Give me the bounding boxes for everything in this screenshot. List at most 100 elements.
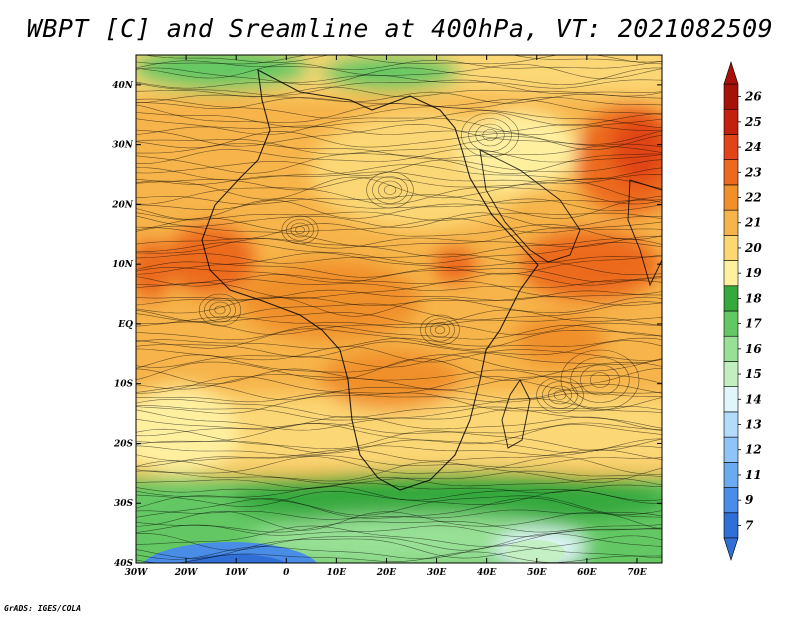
colorbar-swatch	[723, 209, 739, 236]
streamline	[136, 60, 662, 70]
streamline	[136, 171, 662, 185]
streamline	[136, 422, 662, 437]
streamline	[136, 392, 662, 403]
streamline	[136, 74, 662, 89]
streamline	[136, 67, 662, 86]
colorbar: 7 9 11 12 13 14 15 16 17 18 19 20 21 22 23 24 25 26	[723, 61, 762, 561]
colorbar-swatch	[723, 512, 739, 539]
lon-label: 20E	[376, 568, 397, 578]
streamline	[136, 509, 662, 520]
streamline	[136, 124, 662, 135]
streamline	[136, 296, 662, 307]
colorbar-label: 9	[745, 493, 754, 507]
streamline	[136, 445, 662, 456]
streamline	[136, 423, 662, 445]
colorbar-swatch	[723, 134, 739, 160]
lat-label: 40N	[112, 81, 134, 91]
madagascar-outline	[501, 379, 531, 449]
map-frame	[135, 54, 663, 564]
streamline	[136, 117, 662, 135]
streamline	[136, 55, 662, 65]
eddy-streamline	[377, 180, 402, 200]
colorbar-swatch	[723, 184, 739, 211]
streamline	[136, 212, 662, 229]
lat-label: 30S	[114, 499, 134, 509]
colorbar-swatch	[723, 436, 739, 463]
colorbar-label: 20	[744, 241, 762, 255]
streamline	[136, 131, 662, 151]
streamline	[136, 238, 662, 258]
streamline	[136, 354, 662, 373]
colorbar-label: 18	[745, 291, 762, 305]
eddy-streamline	[580, 364, 620, 396]
eddy-streamline	[560, 349, 640, 411]
longitude-axis: 30W 20W 10W 0 10E 20E 30E 40E 50E 60E 70E	[125, 55, 647, 578]
eddy-streamline	[553, 390, 567, 400]
streamline	[136, 278, 662, 291]
lon-label: 20W	[174, 568, 199, 578]
colorbar-swatch	[723, 386, 739, 413]
colorbar-swatch	[723, 310, 739, 337]
streamline	[136, 176, 662, 201]
lat-label: 20N	[111, 200, 134, 210]
streamline	[136, 374, 662, 391]
streamline	[136, 497, 662, 519]
lon-label: 0	[283, 568, 290, 578]
streamline	[136, 482, 662, 494]
colorbar-swatch	[723, 159, 739, 186]
streamline	[136, 352, 662, 368]
streamline	[136, 535, 662, 559]
lat-label: 10N	[112, 260, 134, 270]
streamline	[136, 438, 662, 454]
streamline	[136, 367, 662, 385]
colorbar-swatch	[723, 108, 739, 135]
colorbar-max-arrow	[723, 61, 739, 85]
colorbar-label: 11	[745, 468, 762, 482]
eddy-streamline	[461, 112, 519, 158]
eddy-streamline	[542, 381, 578, 409]
streamline	[136, 280, 662, 299]
india-outline	[627, 179, 662, 287]
streamline	[136, 253, 662, 264]
streamline	[136, 63, 662, 80]
chart-title: WBPT [C] and Sreamline at 400hPa, VT: 20…	[26, 14, 774, 43]
colorbar-label: 24	[744, 140, 762, 154]
colorbar-swatch	[723, 83, 739, 110]
streamline	[136, 551, 662, 563]
streamline	[136, 91, 662, 104]
streamline	[136, 533, 662, 551]
streamline	[136, 449, 662, 462]
lon-label: 30E	[427, 568, 447, 578]
eddy-streamline	[204, 297, 236, 323]
eddy-streamline	[295, 226, 305, 234]
lon-label: 10W	[225, 568, 249, 578]
streamline	[136, 477, 662, 489]
streamline	[136, 98, 662, 119]
streamline	[136, 199, 662, 220]
colorbar-label: 22	[744, 191, 762, 205]
lon-label: 60E	[577, 568, 597, 578]
colorbar-swatch	[723, 260, 739, 287]
colorbar-label: 17	[745, 317, 762, 331]
wbpt-field	[136, 55, 662, 563]
streamline	[136, 428, 662, 452]
streamline	[136, 241, 662, 264]
lon-label: 50E	[527, 568, 547, 578]
streamline	[136, 324, 662, 341]
colorbar-label: 14	[745, 392, 762, 406]
streamline	[136, 525, 662, 547]
lat-label: 30N	[112, 141, 134, 151]
eddy-streamline	[589, 372, 611, 388]
colorbar-min-arrow	[723, 537, 739, 561]
colorbar-label: 25	[744, 115, 762, 129]
eddy-streamline	[281, 215, 319, 245]
streamline	[136, 272, 662, 287]
lon-label: 10E	[327, 568, 347, 578]
lat-label: 20S	[113, 439, 134, 449]
colorbar-label: 13	[745, 418, 762, 432]
colorbar-swatch	[723, 285, 739, 312]
streamlines	[136, 55, 662, 563]
eddy-streamline	[214, 305, 226, 315]
lon-label: 30W	[125, 568, 149, 578]
eddy-streamline	[547, 385, 572, 405]
